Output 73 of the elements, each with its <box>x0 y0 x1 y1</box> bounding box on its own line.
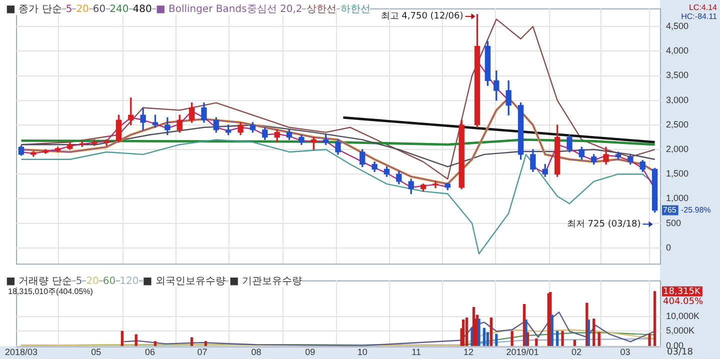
bar <box>482 328 486 346</box>
bar <box>478 318 480 346</box>
text: 60 <box>102 276 116 287</box>
bar <box>510 330 514 346</box>
bar <box>573 340 576 346</box>
y-tick-label: 1,500 <box>666 168 689 179</box>
bar <box>526 332 530 346</box>
y-tick-label: 3,000 <box>666 94 689 105</box>
annotation: 18,315,010주(404.05%) <box>8 287 94 296</box>
bar <box>598 332 600 346</box>
bar <box>462 320 465 346</box>
bar <box>486 332 490 346</box>
annotation: 최저 725 (03/18) <box>566 220 641 230</box>
bar <box>587 320 590 346</box>
y-tick-label: 4,000 <box>666 46 689 56</box>
y-tick-label: 500 <box>666 218 682 228</box>
bar <box>134 334 138 346</box>
bar <box>648 334 651 346</box>
annotation: 최고 4,750 (12/06) <box>380 12 464 22</box>
text: 18,315K <box>663 286 702 297</box>
x-tick-label: 11 <box>412 347 421 358</box>
text: -25.98% <box>681 205 711 214</box>
x-tick-label: 10 <box>357 347 368 358</box>
text: 5 <box>66 4 72 15</box>
legend-title: ■ 종가 단순 <box>6 4 62 15</box>
x-tick-label: 2019/01 <box>506 347 539 358</box>
y-tick-label: 2,000 <box>666 144 689 154</box>
bar <box>204 341 208 346</box>
text: 하한선 <box>340 4 370 15</box>
x-tick-label: 06 <box>145 347 156 358</box>
annotation: ■ 기관보유수량 <box>229 276 302 287</box>
y-tick-label: 1,000 <box>666 193 689 204</box>
bar <box>653 291 656 346</box>
x-tick-label: 07 <box>197 347 208 358</box>
text: 765 <box>663 205 677 214</box>
text: 480 <box>132 4 152 15</box>
y-tick-label: 4,500 <box>666 21 689 32</box>
annotation: ■ 외국인보유수량 <box>142 276 226 287</box>
bar <box>465 317 468 346</box>
bar <box>190 337 194 346</box>
bar <box>556 330 559 346</box>
text: ■ Bollinger Bands중심선 20,2 <box>156 4 302 15</box>
text: 20 <box>86 276 99 287</box>
bar <box>154 341 157 346</box>
text: 60 <box>92 4 106 15</box>
x-tick-label: 02 <box>571 347 582 358</box>
y-tick-label: 2,500 <box>666 119 689 130</box>
y-tick-label: 5,000K <box>666 326 695 336</box>
x-tick-label: 03 <box>620 347 630 358</box>
text: 120 <box>120 276 139 287</box>
y-tick-label: 0 <box>666 242 672 252</box>
bar <box>490 317 492 346</box>
x-tick-label: 09 <box>305 347 316 358</box>
text: 상한선 <box>306 4 336 15</box>
text: 404.05% <box>663 296 704 307</box>
text: LC:4.14 <box>688 3 718 12</box>
y-tick-label: 10,000K <box>666 310 700 321</box>
text: 20 <box>76 4 89 15</box>
bar <box>550 314 554 346</box>
bar <box>535 338 538 346</box>
x-tick-label: 2018/03 <box>4 347 38 358</box>
x-tick-label: 05 <box>91 347 102 358</box>
bar <box>495 334 498 346</box>
text: 240 <box>110 4 129 15</box>
bar <box>561 330 564 346</box>
x-tick-label: 08 <box>251 347 262 358</box>
bar <box>120 330 124 346</box>
text: 5 <box>76 276 82 287</box>
x-tick-label: 12 <box>464 347 474 358</box>
y-tick-label: 3,500 <box>666 70 689 80</box>
bar <box>592 318 596 346</box>
legend-title: ■ 거래량 단순 <box>6 276 72 287</box>
text: HC:-84.11 <box>681 12 718 22</box>
